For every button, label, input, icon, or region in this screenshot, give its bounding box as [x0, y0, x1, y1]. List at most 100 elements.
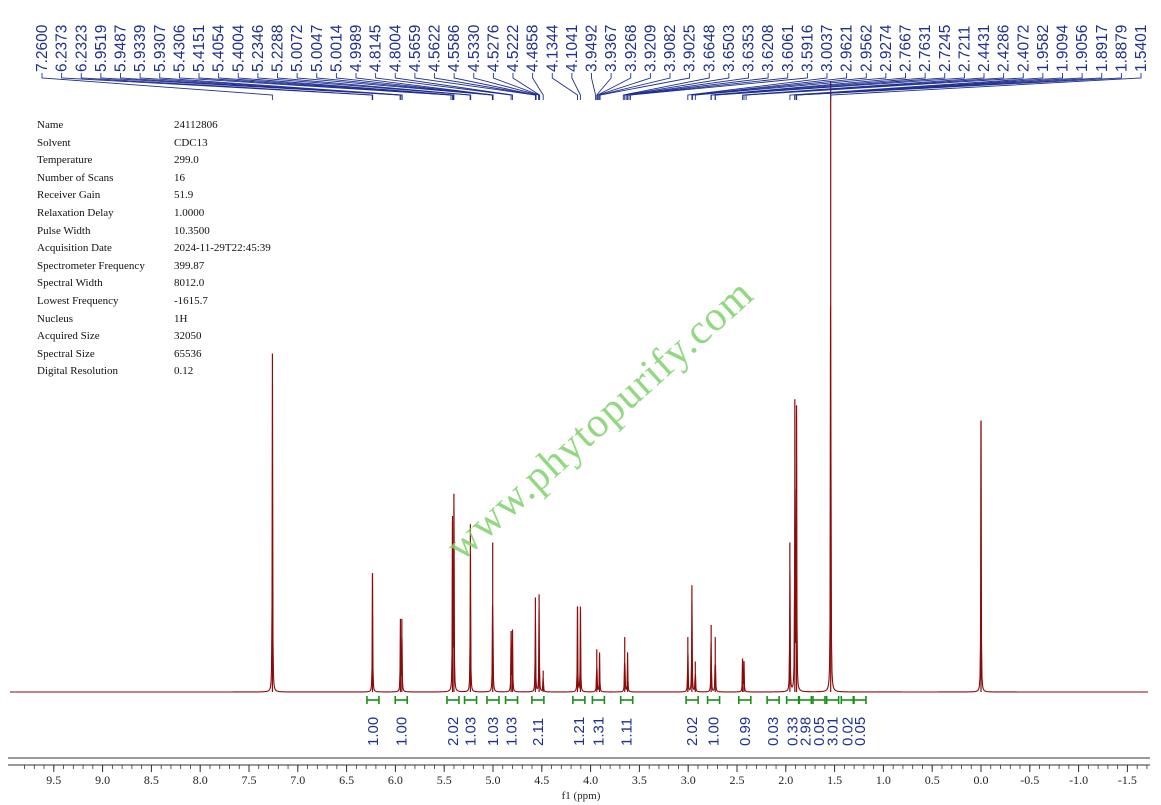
peak-label: 4.5330 — [466, 24, 483, 72]
integral-label: 0.03 — [765, 717, 782, 746]
peak-label: 5.4004 — [230, 24, 247, 72]
peak-label-leader — [691, 73, 848, 100]
peak-label-leader — [453, 73, 537, 100]
peak-label: 5.2288 — [270, 25, 287, 72]
integral-label: 0.33 — [785, 717, 802, 746]
parameter-name: Name — [37, 119, 64, 131]
x-axis-tick-label: 2.0 — [778, 773, 793, 787]
integral-label: 1.00 — [393, 717, 410, 746]
x-axis-tick-label: 4.0 — [583, 773, 598, 787]
peak-label: 3.9367 — [603, 25, 620, 72]
integral-label: 0.02 — [839, 717, 856, 746]
parameter-value: 8012.0 — [174, 277, 205, 290]
peak-label-leader — [687, 73, 828, 100]
x-axis-tick-label: 8.0 — [193, 773, 208, 787]
peak-label: 3.6353 — [741, 25, 758, 72]
peak-label: 2.9621 — [839, 25, 856, 72]
peak-label: 5.0014 — [328, 24, 345, 72]
parameter-name: Nucleus — [37, 312, 74, 325]
peak-label-leader — [434, 73, 537, 100]
peak-label-leader — [796, 73, 1122, 100]
peak-label: 4.8004 — [387, 24, 404, 72]
peak-label-leader — [80, 73, 374, 100]
parameter-value: 16 — [174, 171, 185, 184]
peak-label-leader — [745, 73, 1024, 100]
peak-label-leader — [714, 73, 965, 100]
peak-label-leader — [830, 73, 1142, 100]
peak-label: 5.9519 — [93, 25, 110, 72]
peak-label: 1.8879 — [1113, 25, 1130, 72]
integral-label: 2.98 — [797, 717, 814, 746]
peak-label: 1.9582 — [1035, 25, 1052, 72]
peak-label: 2.9274 — [878, 24, 895, 72]
parameter-name: Acquired Size — [37, 330, 100, 343]
peak-label: 3.0037 — [819, 25, 836, 72]
peak-label: 6.2323 — [73, 25, 90, 72]
integral-label: 1.31 — [590, 717, 607, 746]
peak-label-leader — [710, 73, 926, 100]
peak-label: 3.9492 — [584, 25, 601, 72]
parameter-name: Relaxation Delay — [37, 206, 114, 219]
parameter-name: Spectrometer Frequency — [37, 259, 145, 272]
peak-label-leader — [178, 73, 452, 100]
peak-label: 3.6648 — [701, 25, 718, 72]
peak-label-leader — [597, 73, 632, 100]
x-axis-tick-label: 9.5 — [46, 773, 61, 787]
parameter-value: 10.3500 — [174, 224, 210, 237]
integral-label: 1.21 — [571, 717, 588, 746]
peak-label-leader — [625, 73, 749, 100]
peak-label: 4.5622 — [427, 25, 444, 72]
parameter-value: 51.9 — [174, 189, 194, 202]
peak-label-leader — [100, 73, 401, 100]
peak-label: 3.5916 — [799, 25, 816, 72]
peak-label-leader — [159, 73, 403, 100]
peak-label: 5.4306 — [171, 25, 188, 72]
peak-label: 4.8145 — [368, 25, 385, 72]
peak-label-leader — [277, 73, 472, 100]
integral-label: 0.99 — [737, 717, 754, 746]
peak-label-leader — [794, 73, 1083, 100]
peak-label: 2.9562 — [858, 25, 875, 72]
integral-label: 2.02 — [445, 717, 462, 746]
parameter-name: Spectral Size — [37, 347, 95, 360]
parameter-name: Solvent — [37, 136, 71, 149]
x-axis-tick-label: 0.0 — [974, 773, 989, 787]
peak-label-leader — [532, 73, 544, 100]
peak-label-leader — [599, 73, 671, 100]
peak-label-leader — [743, 73, 1005, 100]
peak-label-leader — [394, 73, 513, 100]
peak-label: 3.6503 — [721, 25, 738, 72]
peak-label: 3.6061 — [780, 25, 797, 72]
peak-label: 4.5222 — [505, 25, 522, 72]
parameter-name: Lowest Frequency — [37, 294, 119, 307]
peak-label-leader — [597, 73, 651, 100]
x-axis-tick-label: 4.5 — [534, 773, 549, 787]
x-axis-tick-label: 1.5 — [827, 773, 842, 787]
integral-label: 1.11 — [619, 718, 636, 746]
x-axis-tick-label: 1.0 — [876, 773, 891, 787]
peak-label-leader — [596, 73, 612, 100]
peak-label: 4.4858 — [525, 25, 542, 72]
x-axis-tick-label: 6.0 — [388, 773, 403, 787]
peak-label: 3.6208 — [760, 25, 777, 72]
peak-label-leader — [198, 73, 453, 100]
peak-label-leader — [624, 73, 730, 100]
peak-label-leader — [628, 73, 789, 100]
peak-label-leader — [742, 73, 985, 100]
x-axis-tick-label: 6.5 — [339, 773, 354, 787]
x-axis-tick-label: 3.5 — [632, 773, 647, 787]
peak-label: 2.4431 — [976, 25, 993, 72]
parameter-value: 32050 — [174, 330, 202, 343]
peak-label: 5.2346 — [250, 25, 267, 72]
peak-label: 3.9268 — [623, 25, 640, 72]
parameter-value: 1H — [174, 312, 188, 325]
peak-label: 5.9339 — [132, 25, 149, 72]
peak-label: 7.2600 — [34, 24, 51, 72]
x-axis-tick-label: 8.5 — [144, 773, 159, 787]
peak-label-leader — [622, 73, 710, 100]
peak-label-leader — [257, 73, 471, 100]
parameter-value: 1.0000 — [174, 206, 205, 219]
parameter-name: Receiver Gain — [37, 189, 101, 202]
peak-label: 2.4286 — [996, 25, 1013, 72]
parameter-value: 0.12 — [174, 365, 194, 378]
